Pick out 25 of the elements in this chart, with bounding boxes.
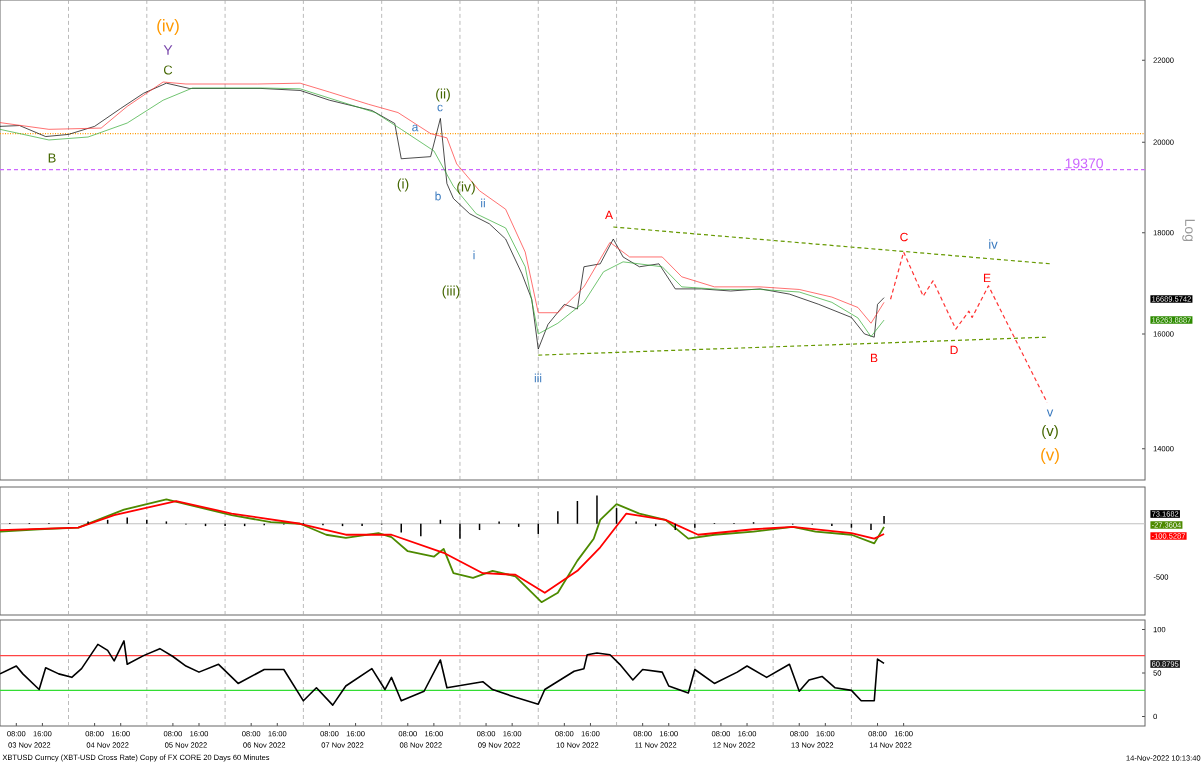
annotation: iv [989,239,998,249]
annotation: v [1046,409,1054,417]
annotation: a [412,124,419,132]
annotation: E [983,273,991,283]
annotation: i [473,250,475,260]
annotation: (iv) [457,181,475,195]
annotation: (v) [1042,425,1058,439]
annotation: Y [163,45,173,55]
y-axis-title: Log [1182,219,1195,242]
annotation: C [900,232,908,242]
annotation: (iii) [442,285,460,299]
annotation: b [435,191,441,201]
annotation: iii [534,373,542,383]
annotation: D [950,345,958,355]
annotation: A [605,210,614,220]
annotation: (i) [397,178,409,192]
annotation: (iv) [157,19,179,35]
annotation: ii [481,198,485,208]
annotation: c [437,104,443,112]
annotation: B [48,153,56,163]
annotation: B [870,353,878,363]
ref-line-label: 19370 [1065,158,1103,169]
annotation: (ii) [436,88,450,102]
annotation: C [163,65,173,75]
annotation: (v) [1041,448,1059,464]
